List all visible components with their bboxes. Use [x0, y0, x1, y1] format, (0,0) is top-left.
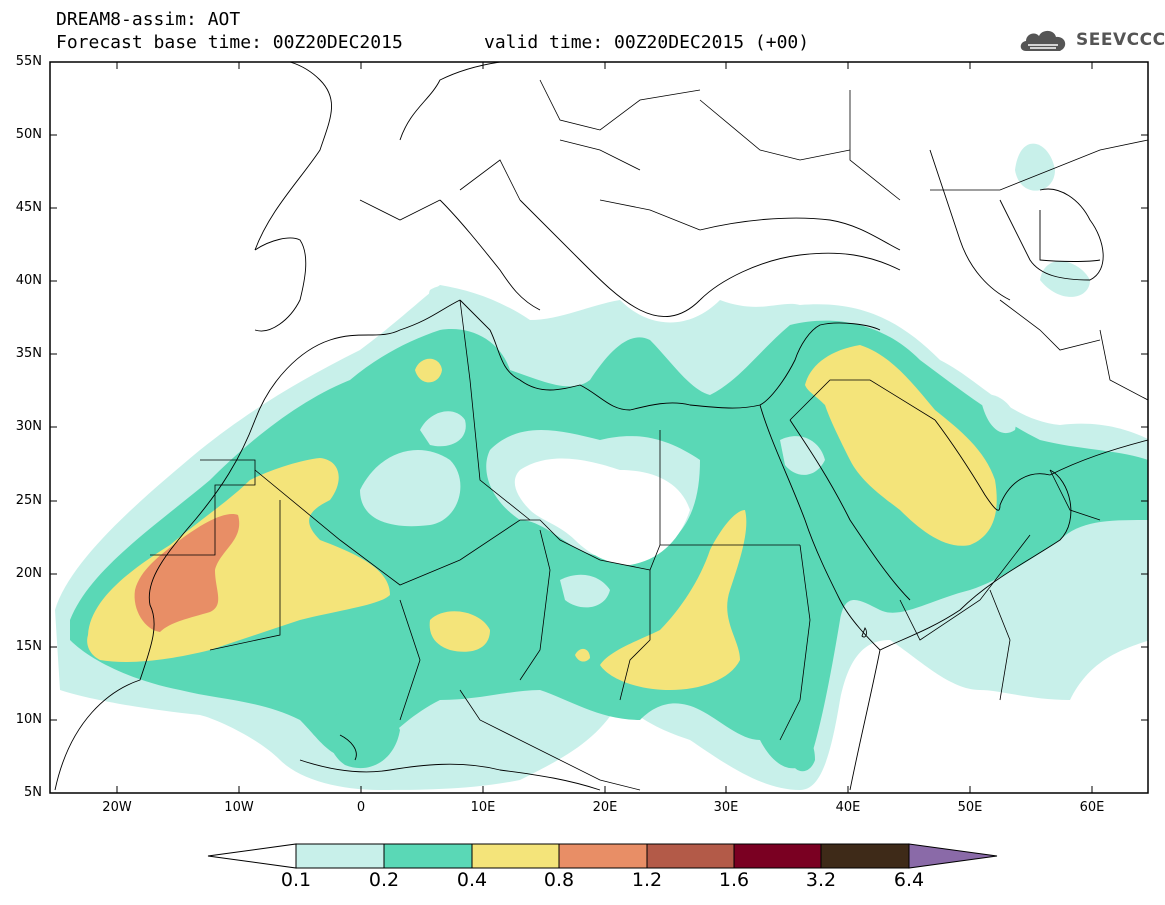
colorbar-label-0.1: 0.1: [280, 869, 312, 891]
aot-map: [49, 61, 1149, 794]
colorbar-swatch-7: [820, 843, 910, 869]
logo-text: SEEVCCC: [1076, 30, 1165, 50]
forecast-base-time: Forecast base time: 00Z20DEC2015: [56, 32, 403, 53]
tick-marks: [50, 61, 1148, 793]
cloud-icon: [1020, 30, 1066, 51]
colorbar-swatch-1: [295, 843, 385, 869]
colorbar-label-0.8: 0.8: [543, 869, 575, 891]
colorbar-label-6.4: 6.4: [893, 869, 925, 891]
lat-label-35n: 35N: [15, 346, 42, 361]
lon-label-40e: 40E: [835, 800, 861, 815]
colorbar-swatch-5: [646, 843, 735, 869]
lon-label-50e: 50E: [957, 800, 983, 815]
colorbar-label-3.2: 3.2: [805, 869, 837, 891]
seevccc-logo: SEEVCCC: [1018, 26, 1165, 54]
lat-label-5n: 5N: [24, 785, 42, 800]
colorbar-low-arrow: [207, 843, 297, 869]
colorbar-swatch-4: [558, 843, 648, 869]
colorbar-label-1.6: 1.6: [718, 869, 750, 891]
lat-label-25n: 25N: [15, 493, 42, 508]
colorbar-label-0.2: 0.2: [368, 869, 400, 891]
lon-label-20w: 20W: [102, 800, 132, 815]
colorbar-swatch-6: [733, 843, 822, 869]
lat-label-55n: 55N: [15, 54, 42, 69]
valid-time: valid time: 00Z20DEC2015 (+00): [484, 32, 810, 53]
lat-label-30n: 30N: [15, 419, 42, 434]
aot-contour-0.8: [134, 514, 240, 632]
lat-label-40n: 40N: [15, 273, 42, 288]
colorbar-label-0.4: 0.4: [456, 869, 488, 891]
lon-label-10e: 10E: [470, 800, 496, 815]
lat-label-45n: 45N: [15, 200, 42, 215]
lat-label-15n: 15N: [15, 639, 42, 654]
lon-label-60e: 60E: [1079, 800, 1105, 815]
borders: [150, 79, 1148, 791]
lat-label-50n: 50N: [15, 127, 42, 142]
lat-label-20n: 20N: [15, 566, 42, 581]
coastlines: [54, 62, 1148, 791]
colorbar-swatch-3: [471, 843, 560, 869]
lon-label-0: 0: [356, 800, 366, 815]
colorbar-swatch-2: [383, 843, 473, 869]
colorbar-label-1.2: 1.2: [631, 869, 663, 891]
colorbar: [207, 843, 998, 869]
lon-label-10w: 10W: [224, 800, 254, 815]
colorbar-high-arrow: [908, 843, 998, 869]
aot-contours: [55, 143, 1148, 790]
lat-label-10n: 10N: [15, 712, 42, 727]
lon-label-20e: 20E: [592, 800, 618, 815]
map-title: DREAM8-assim: AOT: [56, 9, 241, 30]
lon-label-30e: 30E: [713, 800, 739, 815]
